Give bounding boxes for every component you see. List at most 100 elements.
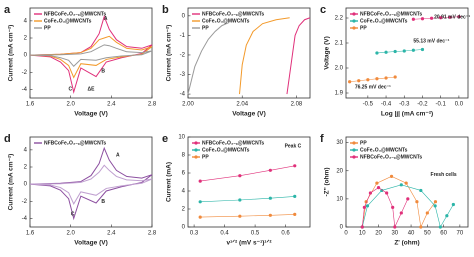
data-point (368, 191, 372, 195)
series-connector (361, 176, 436, 229)
x-tick-label: 1.6 (26, 102, 35, 108)
series-line (29, 146, 153, 221)
y-axis-label: Current (mA cm⁻²) (166, 25, 173, 82)
series-connector (361, 184, 454, 228)
data-point (362, 205, 366, 209)
x-tick-label: -0.1 (436, 102, 447, 108)
x-tick-label: 0.4 (220, 231, 229, 237)
y-axis-label: Current (mA cm⁻²) (8, 25, 15, 82)
legend-label: CoFe₂O₄@MWCNTs (360, 18, 408, 24)
legend-label: NFBCoFe₂O₄₋ₓ@MWCNTs (360, 154, 422, 160)
y-tick-label: 0 (340, 225, 344, 231)
y-tick-label: 2.2 (335, 16, 344, 22)
y-tick-label: 20 (336, 168, 343, 174)
panel-label: c (320, 4, 326, 16)
legend-marker (194, 155, 198, 159)
data-point (198, 200, 202, 204)
data-point (198, 215, 202, 219)
legend-label: PP (202, 25, 209, 31)
data-point (268, 168, 272, 172)
legend-label: NFBCoFe₂O₄₋ₓ@MWCNTs (360, 11, 422, 17)
annotation: Fresh cells (431, 172, 457, 178)
data-point (365, 204, 370, 208)
data-point (419, 225, 423, 229)
x-tick-label: 2.8 (148, 102, 157, 108)
y-tick-label: -2 (22, 70, 28, 76)
series-line (286, 17, 311, 95)
data-point (385, 191, 389, 195)
data-point (238, 174, 242, 178)
y-tick-label: 8 (182, 153, 186, 159)
series-connector (376, 49, 423, 54)
legend-marker (352, 12, 356, 16)
legend-marker (352, 155, 356, 159)
annotation: C (68, 86, 72, 92)
data-point (391, 205, 395, 209)
legend-label: NFBCoFe₂O₄₋ₓ@MWCNTs (202, 11, 264, 17)
x-tick-label: -0.3 (399, 102, 410, 108)
x-tick-label: 40 (408, 231, 415, 237)
series-line (29, 15, 153, 94)
panel-label: a (4, 4, 11, 16)
series-connector (200, 214, 295, 218)
plot-frame (187, 7, 311, 99)
plot-frame (29, 136, 153, 228)
y-tick-label: 0 (182, 13, 186, 19)
y-axis-label: Current (mA cm⁻²) (8, 154, 15, 211)
data-point (399, 183, 403, 187)
y-tick-label: 2 (182, 207, 186, 213)
data-point (433, 204, 437, 208)
annotation: A (116, 152, 120, 158)
y-tick-label: -2 (180, 53, 186, 59)
x-tick-label: 2.0 (66, 102, 75, 108)
annotation: 76.25 mV dec⁻¹ (355, 85, 391, 91)
data-point (360, 225, 364, 229)
x-tick-label: 20 (375, 231, 382, 237)
data-point (404, 181, 408, 185)
y-axis-label: Current (mA) (166, 162, 173, 202)
legend-label: PP (360, 25, 367, 31)
y-axis-label: -Z'' (ohm) (324, 167, 331, 196)
data-point (411, 48, 415, 52)
data-point (433, 200, 438, 204)
x-tick-label: 60 (440, 231, 447, 237)
x-tick-label: 1.6 (26, 231, 35, 237)
data-point (419, 188, 423, 193)
x-tick-label: 0.0 (455, 102, 464, 108)
legend-label: NFBCoFe₂O₄₋ₓ@MWCNTs (202, 140, 264, 146)
data-point (293, 164, 297, 168)
legend-marker (194, 148, 198, 152)
data-point (438, 225, 442, 229)
legend-label: PP (44, 25, 51, 31)
data-point (393, 49, 397, 54)
data-point (411, 17, 415, 21)
legend-marker (352, 19, 356, 23)
y-tick-label: 4 (24, 18, 28, 24)
data-point (366, 78, 370, 82)
x-axis-label: Log |j| (mA cm⁻²) (381, 111, 433, 118)
y-tick-label: -4 (180, 92, 186, 98)
x-tick-label: 2.04 (236, 102, 248, 108)
x-tick-label: 2.0 (66, 231, 75, 237)
y-tick-label: 0 (24, 182, 28, 188)
data-point (429, 16, 434, 20)
y-tick-label: 2 (24, 36, 28, 42)
legend-marker (194, 141, 198, 145)
data-point (357, 79, 361, 83)
legend-marker (352, 141, 356, 145)
data-point (293, 194, 297, 198)
data-point (376, 186, 381, 190)
data-point (451, 202, 455, 207)
series-connector (349, 76, 396, 83)
y-tick-label: 4 (24, 147, 28, 153)
legend-label: CoFe₂O₄@MWCNTs (202, 147, 250, 153)
legend-label: CoFe₂O₄@MWCNTs (44, 18, 92, 24)
y-tick-label: 0 (24, 53, 28, 59)
y-tick-label: -2 (22, 199, 28, 205)
data-point (415, 200, 419, 204)
y-tick-label: 2.0 (335, 66, 344, 72)
annotation: 20.91 mV dec⁻¹ (434, 14, 470, 20)
data-point (348, 80, 352, 84)
data-point (268, 196, 272, 200)
x-tick-label: 0.6 (281, 231, 290, 237)
